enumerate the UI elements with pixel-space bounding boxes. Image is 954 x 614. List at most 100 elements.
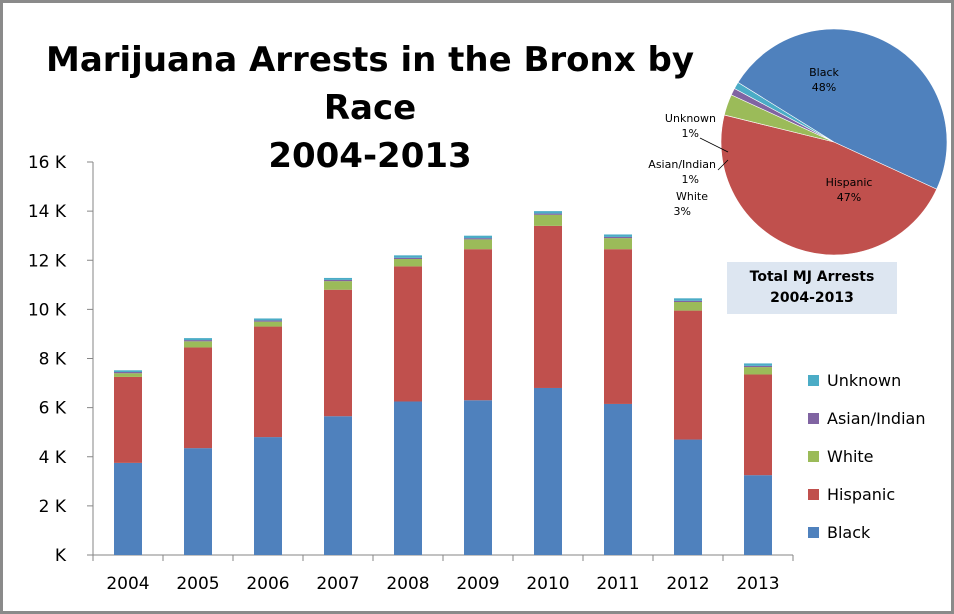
bar-hispanic-2010 bbox=[534, 225, 562, 388]
bar-asian-indian-2005 bbox=[184, 340, 212, 342]
bar-white-2010 bbox=[534, 214, 562, 226]
pie-pct-white: 3% bbox=[674, 205, 691, 218]
bar-black-2005 bbox=[184, 448, 212, 555]
bar-black-2010 bbox=[534, 387, 562, 555]
bar-unknown-2009 bbox=[464, 235, 492, 239]
bar-asian-indian-2006 bbox=[254, 320, 282, 322]
legend-swatch-black bbox=[808, 526, 819, 538]
y-tick-label: 8 K bbox=[39, 350, 67, 370]
bar-hispanic-2005 bbox=[184, 347, 212, 449]
legend-swatch-asian-indian bbox=[808, 412, 819, 424]
x-tick-label: 2011 bbox=[596, 574, 639, 594]
bar-asian-indian-2008 bbox=[394, 257, 422, 260]
x-tick-label: 2009 bbox=[456, 574, 499, 594]
y-tick-label: 10 K bbox=[28, 300, 67, 320]
bar-unknown-2006 bbox=[254, 318, 282, 321]
pie-caption: Total MJ Arrests 2004-2013 bbox=[727, 262, 897, 314]
bar-unknown-2011 bbox=[604, 234, 632, 237]
bar-hispanic-2009 bbox=[464, 249, 492, 401]
pie-slice-black bbox=[737, 28, 948, 190]
pie-pct-black: 48% bbox=[812, 81, 836, 94]
bar-white-2012 bbox=[674, 302, 702, 311]
bar-asian-indian-2011 bbox=[604, 236, 632, 239]
x-tick-label: 2012 bbox=[666, 574, 709, 594]
x-tick-label: 2005 bbox=[176, 574, 219, 594]
chart-title-line1: Marijuana Arrests in the Bronx by Race bbox=[45, 40, 695, 128]
bar-black-2006 bbox=[254, 437, 282, 555]
bar-unknown-2007 bbox=[324, 277, 352, 280]
x-tick-label: 2013 bbox=[736, 574, 779, 594]
bar-black-2013 bbox=[744, 475, 772, 555]
bar-asian-indian-2010 bbox=[534, 213, 562, 215]
legend-item-black: Black bbox=[808, 522, 870, 542]
bar-hispanic-2008 bbox=[394, 266, 422, 402]
bar-white-2007 bbox=[324, 281, 352, 290]
y-tick-label: 12 K bbox=[28, 251, 67, 271]
x-tick-label: 2008 bbox=[386, 574, 429, 594]
x-tick-label: 2007 bbox=[316, 574, 359, 594]
bar-black-2004 bbox=[114, 462, 142, 555]
pie-pct-hispanic: 47% bbox=[837, 191, 861, 204]
pie-label-asian-indian: Asian/Indian bbox=[648, 158, 716, 171]
bar-black-2012 bbox=[674, 439, 702, 555]
y-tick-label: K bbox=[55, 546, 67, 566]
bar-hispanic-2013 bbox=[744, 374, 772, 476]
bar-black-2009 bbox=[464, 400, 492, 555]
legend-item-unknown: Unknown bbox=[808, 370, 901, 390]
bar-unknown-2005 bbox=[184, 338, 212, 341]
bar-asian-indian-2007 bbox=[324, 279, 352, 282]
bar-black-2011 bbox=[604, 403, 632, 555]
legend-swatch-unknown bbox=[808, 374, 819, 386]
legend-swatch-hispanic bbox=[808, 488, 819, 500]
bar-black-2007 bbox=[324, 416, 352, 555]
bar-hispanic-2012 bbox=[674, 310, 702, 440]
pie-leader-asian-indian bbox=[717, 159, 729, 171]
x-tick-label: 2006 bbox=[246, 574, 289, 594]
bar-hispanic-2004 bbox=[114, 376, 142, 463]
y-tick-label: 14 K bbox=[28, 202, 67, 222]
bar-white-2009 bbox=[464, 239, 492, 250]
pie-label-black: Black bbox=[809, 66, 839, 79]
pie-caption-line2: 2004-2013 bbox=[770, 290, 854, 306]
legend-swatch-white bbox=[808, 450, 819, 462]
pie-leader-unknown bbox=[699, 137, 729, 153]
y-tick-label: 16 K bbox=[28, 153, 67, 173]
y-tick-label: 2 K bbox=[39, 497, 67, 517]
legend-label-unknown: Unknown bbox=[827, 370, 902, 390]
y-tick-label: 6 K bbox=[39, 399, 67, 419]
bar-white-2004 bbox=[114, 373, 142, 377]
bar-black-2008 bbox=[394, 401, 422, 555]
bar-hispanic-2007 bbox=[324, 289, 352, 417]
bar-chart: K 2 K 4 K 6 K 8 K 10 K 12 K 14 K 16 K 2004 2005 200… bbox=[28, 153, 794, 594]
pie-label-unknown: Unknown bbox=[665, 112, 716, 125]
pie-label-hispanic: Hispanic bbox=[826, 176, 873, 189]
bar-hispanic-2011 bbox=[604, 249, 632, 404]
x-tick-label: 2004 bbox=[106, 574, 149, 594]
pie-pct-unknown: 1% bbox=[682, 127, 699, 140]
legend-item-asian-indian: Asian/Indian bbox=[808, 408, 925, 428]
legend-label-white: White bbox=[827, 446, 874, 466]
legend-item-white: White bbox=[808, 446, 874, 466]
bar-unknown-2013 bbox=[744, 363, 772, 366]
pie-slice-hispanic bbox=[720, 114, 938, 256]
bar-unknown-2012 bbox=[674, 298, 702, 301]
bar-hispanic-2006 bbox=[254, 326, 282, 438]
bar-white-2005 bbox=[184, 341, 212, 348]
chart-title-line2: 2004-2013 bbox=[268, 136, 472, 176]
bar-white-2006 bbox=[254, 321, 282, 327]
bar-unknown-2004 bbox=[114, 370, 142, 373]
legend-label-black: Black bbox=[827, 522, 871, 542]
bar-unknown-2008 bbox=[394, 255, 422, 258]
legend-item-hispanic: Hispanic bbox=[808, 484, 895, 504]
bar-asian-indian-2013 bbox=[744, 365, 772, 368]
bar-unknown-2010 bbox=[534, 211, 562, 214]
pie-label-white: White bbox=[676, 190, 708, 203]
x-tick-label: 2010 bbox=[526, 574, 569, 594]
y-tick-label: 4 K bbox=[39, 448, 67, 468]
bar-white-2008 bbox=[394, 259, 422, 267]
pie-caption-line1: Total MJ Arrests bbox=[749, 269, 875, 285]
bar-asian-indian-2012 bbox=[674, 300, 702, 303]
bar-asian-indian-2009 bbox=[464, 238, 492, 240]
chart-title: Marijuana Arrests in the Bronx by Race 2… bbox=[0, 36, 740, 180]
